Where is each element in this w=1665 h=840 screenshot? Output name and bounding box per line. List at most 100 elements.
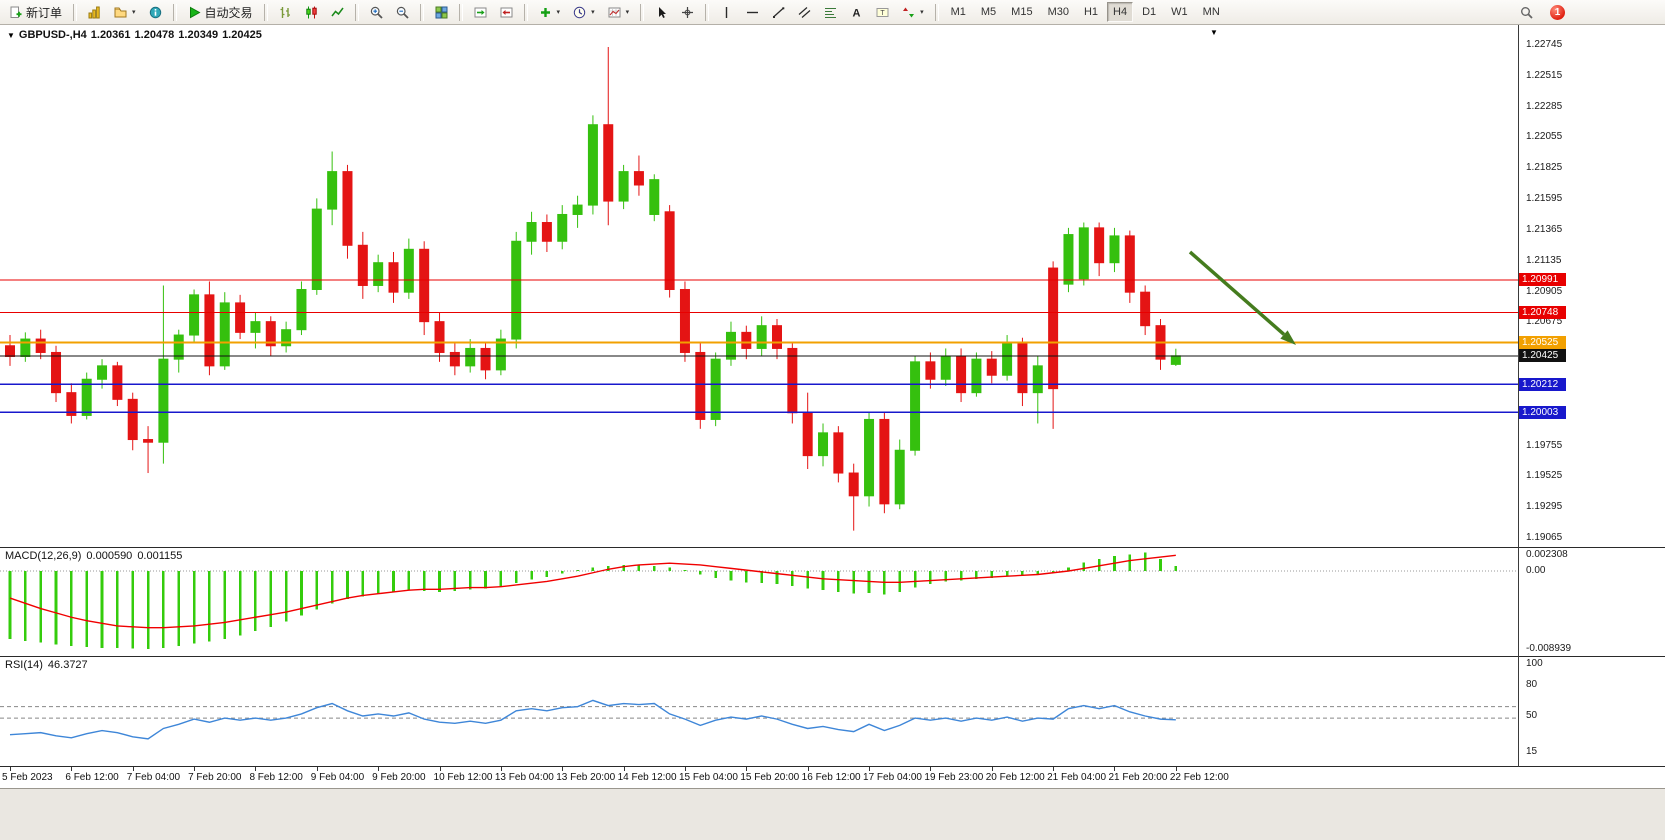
label-button[interactable]: T (870, 2, 895, 23)
toolbar: 新订单 ▾ 自动交易 ▾ ▾ ▾ A T ▾ M1 M5 M15 M30 H1 H4 D1 W1 MN 1 (0, 0, 1665, 25)
one-click-trading-toggle[interactable]: ▼ (7, 31, 15, 40)
chart-low: 1.20349 (178, 29, 219, 41)
price-tick-label: 1.19525 (1526, 470, 1563, 482)
candlestick-chart-button[interactable] (299, 2, 324, 23)
timeframe-m5[interactable]: M5 (980, 6, 997, 18)
candle (879, 418, 890, 505)
timeframe-w1[interactable]: W1 (1171, 6, 1188, 18)
macd-scale-max: 0.002308 (1526, 549, 1568, 560)
indicators-button[interactable]: ▾ (533, 2, 567, 23)
panel-divider[interactable] (0, 547, 1665, 548)
auto-scroll-button[interactable] (468, 2, 493, 23)
time-axis[interactable]: 5 Feb 2023 6 Feb 12:00 7 Feb 04:00 7 Feb 20… (0, 767, 1665, 787)
tile-windows-button[interactable] (429, 2, 454, 23)
toolbar-separator (458, 3, 463, 21)
arrows-tool-icon (902, 6, 915, 19)
templates-button[interactable]: ▾ (602, 2, 636, 23)
time-tick (439, 767, 441, 771)
price-scale-axis-line (1518, 25, 1519, 767)
candle (1170, 355, 1181, 365)
vertical-line-button[interactable] (714, 2, 739, 23)
time-tick (623, 767, 625, 771)
profiles-button[interactable]: ▾ (108, 2, 142, 23)
search-icon (1520, 6, 1533, 19)
arrows-button[interactable]: ▾ (896, 2, 930, 23)
macd-signal-line (9, 554, 1176, 629)
crosshair-button[interactable] (675, 2, 700, 23)
timeframe-d1[interactable]: D1 (1142, 6, 1157, 18)
symbol-search-button[interactable] (1514, 2, 1539, 23)
candle (925, 361, 936, 380)
timeframe-m30[interactable]: M30 (1047, 6, 1069, 18)
timeframe-m15[interactable]: M15 (1011, 6, 1033, 18)
candle (1017, 342, 1028, 394)
bar-chart-button[interactable] (273, 2, 298, 23)
candle (1002, 342, 1013, 376)
profiles-icon (114, 6, 127, 19)
candle (557, 213, 568, 242)
candle (833, 432, 844, 474)
macd-label: MACD(12,26,9) (5, 550, 82, 562)
rsi-scale-label: 15 (1526, 746, 1538, 758)
notification-badge[interactable]: 1 (1550, 4, 1565, 20)
new-order-button[interactable]: 新订单 (3, 2, 68, 23)
trend-arrow-annotation[interactable] (1188, 250, 1296, 345)
time-tick (991, 767, 993, 771)
price-line-value-box: 1.20425 (1519, 349, 1566, 363)
candle (787, 347, 798, 414)
chart-symbol-period: GBPUSD-,H4 (18, 29, 87, 41)
trendline-button[interactable] (766, 2, 791, 23)
candle (1094, 227, 1105, 264)
timeframe-mn[interactable]: MN (1202, 6, 1220, 18)
cursor-button[interactable] (649, 2, 674, 23)
time-label: 21 Feb 04:00 (1047, 772, 1107, 783)
autotrading-button[interactable]: 自动交易 (182, 2, 259, 23)
candle (756, 325, 767, 349)
panel-divider[interactable] (0, 656, 1665, 657)
rsi-title: RSI(14) 46.3727 (5, 659, 93, 671)
candle (81, 378, 92, 416)
timeframe-h1[interactable]: H1 (1083, 6, 1099, 18)
rsi-chart[interactable] (0, 657, 1518, 766)
time-tick (1053, 767, 1055, 771)
macd-title: MACD(12,26,9) 0.000590 0.001155 (5, 550, 187, 562)
price-chart[interactable] (0, 25, 1518, 547)
new-chart-button[interactable] (82, 2, 107, 23)
new-chart-icon (88, 6, 101, 19)
fibonacci-button[interactable] (818, 2, 843, 23)
candle (112, 365, 123, 400)
macd-chart[interactable] (0, 548, 1518, 656)
price-tick-label: 1.19295 (1526, 501, 1563, 513)
line-chart-button[interactable] (325, 2, 350, 23)
candle (695, 351, 706, 420)
time-tick (378, 767, 380, 771)
toolbar-separator (705, 3, 710, 21)
time-label: 7 Feb 04:00 (126, 772, 181, 783)
timeframe-h4[interactable]: H4 (1107, 2, 1134, 22)
periods-button[interactable]: ▾ (567, 2, 601, 23)
candle (603, 124, 614, 202)
timeframe-m1[interactable]: M1 (950, 6, 966, 18)
panel-divider[interactable] (0, 766, 1665, 767)
candle (1078, 227, 1089, 280)
chart-shift-button[interactable] (494, 2, 519, 23)
zoom-out-button[interactable] (390, 2, 415, 23)
zoom-in-button[interactable] (364, 2, 389, 23)
data-window-button[interactable] (143, 2, 168, 23)
macd-scale-min: -0.008939 (1526, 643, 1572, 654)
candle (265, 321, 276, 347)
candle (772, 325, 782, 349)
time-label: 8 Feb 12:00 (249, 772, 303, 783)
candle (327, 171, 338, 210)
time-label: 15 Feb 20:00 (740, 772, 800, 783)
candle (1063, 234, 1074, 285)
horizontal-line-button[interactable] (740, 2, 765, 23)
autotrading-button-label: 自动交易 (204, 5, 253, 20)
candle (296, 288, 307, 331)
time-tick (807, 767, 809, 771)
text-button[interactable]: A (844, 2, 869, 23)
channel-button[interactable] (792, 2, 817, 23)
chart-dropdown-arrow[interactable]: ▼ (1210, 28, 1218, 37)
time-tick (255, 767, 257, 771)
price-scale[interactable]: 1.22745 1.22515 1.22285 1.22055 1.21825 1.215… (1519, 25, 1665, 767)
